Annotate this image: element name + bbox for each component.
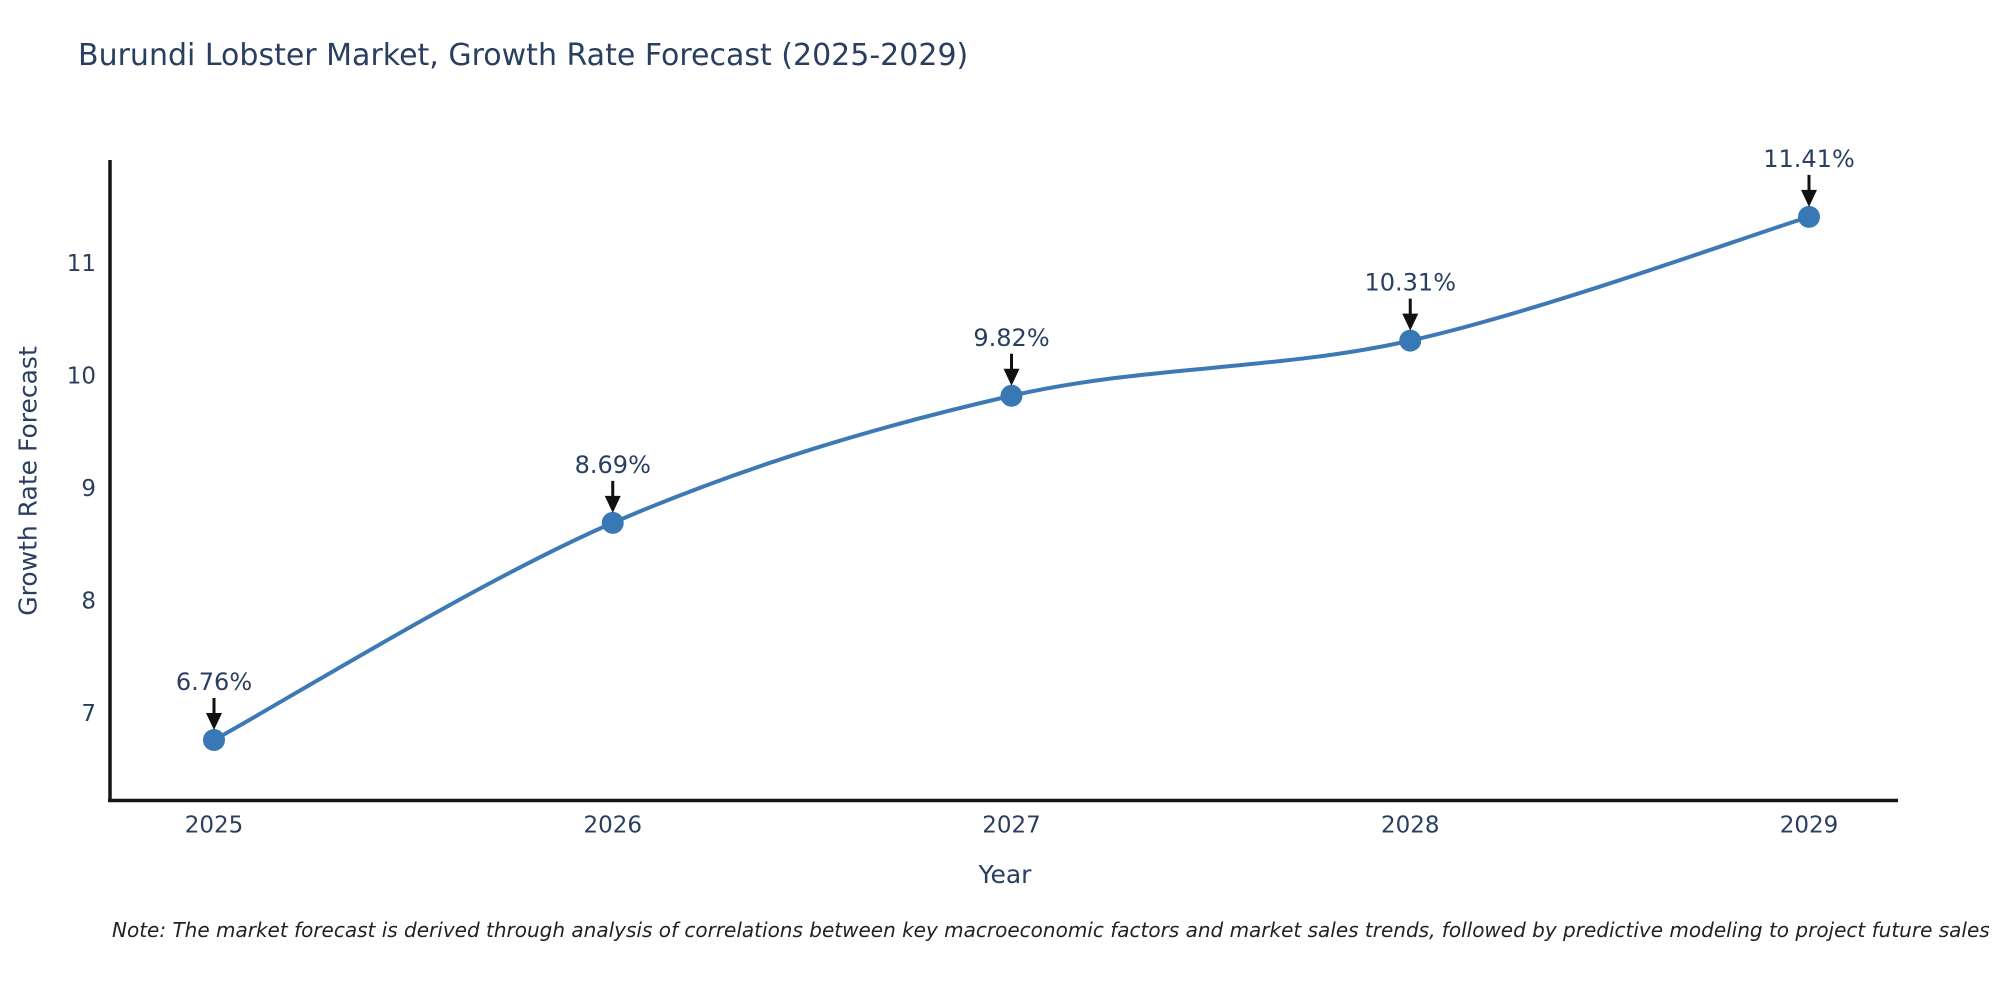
point-value-label: 10.31% bbox=[1364, 269, 1456, 297]
chart-title: Burundi Lobster Market, Growth Rate Fore… bbox=[78, 38, 969, 73]
y-tick-label: 10 bbox=[67, 364, 96, 390]
point-value-label: 6.76% bbox=[176, 668, 252, 696]
x-tick-label: 2025 bbox=[185, 813, 244, 839]
annotation-arrow-head-icon bbox=[1003, 368, 1020, 386]
annotation-arrow-head-icon bbox=[604, 495, 621, 513]
data-point-marker bbox=[1798, 205, 1820, 228]
y-axis-title-text: Growth Rate Forecast bbox=[13, 346, 43, 616]
x-axis-title: Year bbox=[978, 860, 1032, 889]
y-tick-label: 7 bbox=[81, 701, 96, 727]
annotation-arrow-head-icon bbox=[206, 713, 222, 730]
x-tick-label: 2028 bbox=[1381, 813, 1440, 839]
annotation-arrow-head-icon bbox=[1402, 313, 1419, 331]
point-value-label: 9.82% bbox=[973, 324, 1049, 352]
data-point-marker bbox=[1000, 384, 1023, 407]
x-tick-label: 2027 bbox=[982, 813, 1041, 839]
y-tick-label: 11 bbox=[67, 251, 96, 277]
data-point-marker bbox=[601, 511, 624, 534]
annotation-arrow-head-icon bbox=[1801, 189, 1817, 207]
chart-footnote: Note: The market forecast is derived thr… bbox=[112, 918, 1990, 942]
point-value-label: 11.41% bbox=[1763, 145, 1855, 173]
x-tick-label: 2029 bbox=[1780, 813, 1839, 839]
point-value-label: 8.69% bbox=[575, 451, 651, 479]
growth-rate-line bbox=[212, 214, 1811, 742]
data-point-marker bbox=[203, 729, 225, 751]
y-tick-label: 8 bbox=[81, 589, 96, 615]
x-tick-label: 2026 bbox=[583, 813, 642, 839]
data-point-marker bbox=[1399, 329, 1422, 352]
y-tick-label: 9 bbox=[81, 476, 96, 502]
